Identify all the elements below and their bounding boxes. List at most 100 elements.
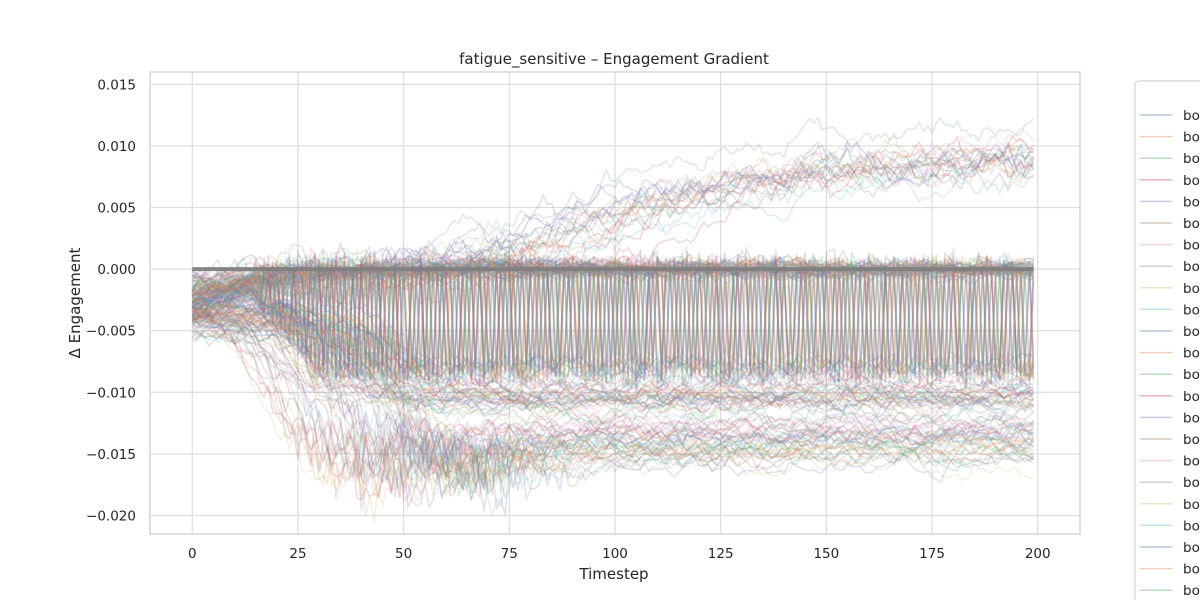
series-line: [191, 256, 1035, 299]
series-line: [192, 322, 1034, 509]
series-line: [191, 300, 1034, 400]
series-line: [191, 143, 1034, 289]
series-line: [191, 320, 1035, 409]
x-tick-label: 175: [919, 546, 945, 562]
series-line: [191, 315, 1035, 483]
legend-label: bo: [1183, 216, 1200, 232]
series-line: [191, 254, 1035, 396]
series-line: [191, 251, 1035, 389]
series-line: [191, 151, 1034, 301]
series-line: [191, 141, 1034, 296]
series-line: [192, 302, 1034, 468]
series-line: [191, 146, 1034, 293]
series-line: [192, 299, 1034, 482]
series-line: [191, 297, 1035, 410]
series-line: [191, 290, 1035, 418]
series-line: [192, 270, 413, 303]
y-tick-label: 0.005: [97, 201, 136, 217]
series-line: [192, 302, 1034, 411]
series-line: [191, 313, 1035, 478]
series-line: [192, 307, 1034, 413]
legend-label: bo: [1183, 130, 1200, 146]
series-line: [192, 300, 1034, 406]
series-line: [192, 326, 1034, 475]
series-line: [192, 302, 718, 516]
series-line: [191, 285, 1035, 407]
series-line: [192, 253, 1035, 393]
series-line: [191, 248, 1035, 387]
series-line: [191, 304, 1035, 481]
legend-label: bo: [1183, 540, 1200, 556]
series-line: [191, 248, 1035, 390]
series-line: [191, 271, 290, 332]
legend-label: bo: [1183, 562, 1200, 578]
series-line: [192, 256, 1034, 300]
series-line: [192, 305, 1034, 396]
series-line: [192, 308, 1034, 524]
series-line: [192, 140, 1034, 296]
series-line: [191, 137, 1034, 316]
series-line: [191, 157, 1034, 294]
series-line: [191, 316, 1035, 481]
series-line: [191, 307, 1035, 481]
series-line: [191, 245, 1035, 398]
series-line: [191, 310, 819, 511]
series-line: [191, 141, 1035, 330]
legend-label: bo: [1183, 518, 1200, 534]
x-tick-label: 75: [501, 546, 518, 562]
series-line: [191, 292, 1034, 418]
series-line: [191, 307, 1034, 412]
x-tick-label: 150: [813, 546, 839, 562]
series-line: [191, 309, 1034, 498]
series-line: [191, 254, 1035, 393]
series-line: [192, 248, 1035, 383]
legend-label: bo: [1183, 108, 1200, 124]
series-line: [191, 249, 1035, 390]
series-line: [191, 253, 1034, 396]
series-line: [191, 310, 1034, 499]
series-line: [191, 290, 1034, 407]
series-line: [191, 330, 1034, 480]
series-line: [192, 146, 1035, 290]
series-line: [191, 306, 1035, 485]
series-line: [191, 312, 1034, 403]
series-line: [192, 127, 1035, 293]
series-line: [192, 252, 1035, 395]
series-line: [191, 321, 1034, 478]
legend-label: bo: [1183, 173, 1200, 189]
series-line: [191, 249, 1035, 393]
series-line: [191, 151, 1035, 299]
legend-label: bo: [1183, 583, 1200, 599]
series-line: [191, 309, 1034, 412]
legend-label: bo: [1183, 194, 1200, 210]
series-line: [192, 311, 1034, 501]
legend-label: bo: [1183, 151, 1200, 167]
y-tick-label: −0.010: [86, 385, 136, 401]
series-line: [191, 305, 1035, 415]
legend-label: bo: [1183, 432, 1200, 448]
series-line: [192, 149, 1034, 299]
series-line: [191, 241, 536, 382]
series-line: [191, 301, 1034, 491]
series-line: [191, 247, 1034, 392]
legend-label: bo: [1183, 238, 1200, 254]
series-line: [191, 158, 1035, 297]
series-line: [191, 245, 1035, 387]
legend-label: bo: [1183, 281, 1200, 297]
series-line: [192, 291, 1035, 433]
series-line: [191, 260, 612, 313]
series-line: [191, 137, 1035, 300]
series-line: [191, 246, 1035, 386]
legend-label: bo: [1183, 346, 1200, 362]
series-line: [191, 142, 1034, 315]
series-line: [191, 255, 1034, 319]
series-line: [192, 295, 544, 415]
legend-box: [1134, 80, 1200, 604]
series-line: [192, 267, 291, 330]
series-line: [191, 306, 1035, 418]
series-line: [191, 247, 650, 390]
series-line: [192, 255, 1034, 289]
series-line: [192, 311, 1035, 480]
series-line: [191, 251, 1035, 395]
series-line: [192, 312, 1034, 517]
